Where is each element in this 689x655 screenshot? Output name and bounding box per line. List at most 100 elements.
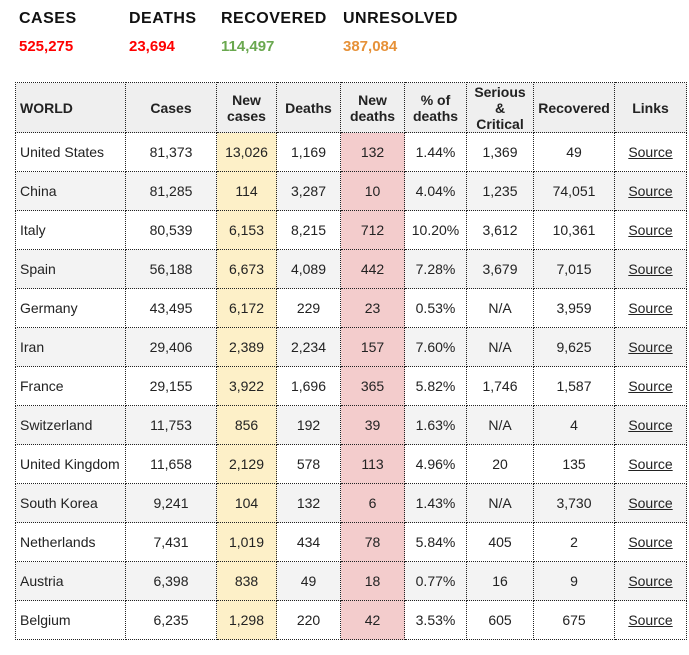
cell-deaths: 3,287: [276, 171, 341, 211]
cell-link: Source: [614, 249, 687, 289]
column-header: Serious & Critical: [466, 82, 534, 133]
table-row: Iran 29,406 2,389 2,234 157 7.60% N/A 9,625 Sour…: [15, 327, 687, 367]
cell-cases: 80,539: [125, 210, 217, 250]
column-header: Recovered: [533, 82, 615, 133]
cell-recovered: 4: [533, 405, 615, 445]
source-link[interactable]: Source: [628, 495, 673, 511]
cell-deaths: 434: [276, 522, 341, 562]
cell-link: Source: [614, 171, 687, 211]
cell-new-deaths: 42: [340, 600, 405, 640]
table-row: Germany 43,495 6,172 229 23 0.53% N/A 3,959 Sour…: [15, 288, 687, 328]
summary-stats: CASES 525,275 DEATHS 23,694 RECOVERED 11…: [19, 10, 473, 55]
cell-cases: 29,155: [125, 366, 217, 406]
stat-value: 525,275: [19, 38, 74, 55]
stat-cases: CASES 525,275: [19, 10, 129, 55]
cell-new-deaths: 78: [340, 522, 405, 562]
cell-serious-critical: 3,612: [466, 210, 534, 250]
source-link[interactable]: Source: [628, 144, 673, 160]
cell-country: Spain: [15, 249, 126, 289]
cell-deaths: 220: [276, 600, 341, 640]
source-link[interactable]: Source: [628, 456, 673, 472]
cell-new-cases: 6,673: [216, 249, 277, 289]
cell-link: Source: [614, 210, 687, 250]
cell-link: Source: [614, 522, 687, 562]
cell-deaths: 1,696: [276, 366, 341, 406]
cell-death-rate: 1.44%: [404, 132, 467, 172]
stat-label: RECOVERED: [221, 10, 327, 27]
cell-country: Iran: [15, 327, 126, 367]
cell-serious-critical: N/A: [466, 327, 534, 367]
cell-deaths: 8,215: [276, 210, 341, 250]
stat-label: CASES: [19, 10, 77, 27]
source-link[interactable]: Source: [628, 261, 673, 277]
cell-new-cases: 114: [216, 171, 277, 211]
cell-country: Italy: [15, 210, 126, 250]
cell-death-rate: 3.53%: [404, 600, 467, 640]
table-row: Spain 56,188 6,673 4,089 442 7.28% 3,679 7,015 S…: [15, 249, 687, 289]
table-row: Austria 6,398 838 49 18 0.77% 16 9 Source: [15, 561, 687, 601]
source-link[interactable]: Source: [628, 222, 673, 238]
cell-new-cases: 856: [216, 405, 277, 445]
cell-new-deaths: 6: [340, 483, 405, 523]
cell-serious-critical: 1,235: [466, 171, 534, 211]
cell-new-deaths: 113: [340, 444, 405, 484]
source-link[interactable]: Source: [628, 339, 673, 355]
cell-deaths: 132: [276, 483, 341, 523]
table-row: South Korea 9,241 104 132 6 1.43% N/A 3,730 Sour…: [15, 483, 687, 523]
cell-link: Source: [614, 561, 687, 601]
table-row: Switzerland 11,753 856 192 39 1.63% N/A 4 Source: [15, 405, 687, 445]
cell-cases: 6,398: [125, 561, 217, 601]
column-header: WORLD: [15, 82, 126, 133]
cell-new-cases: 6,172: [216, 288, 277, 328]
cell-new-cases: 1,019: [216, 522, 277, 562]
source-link[interactable]: Source: [628, 300, 673, 316]
source-link[interactable]: Source: [628, 183, 673, 199]
cell-country: Netherlands: [15, 522, 126, 562]
cell-death-rate: 4.04%: [404, 171, 467, 211]
cell-new-deaths: 442: [340, 249, 405, 289]
cell-link: Source: [614, 444, 687, 484]
cell-new-deaths: 157: [340, 327, 405, 367]
stat-unresolved: UNRESOLVED 387,084: [343, 10, 473, 55]
cell-new-deaths: 712: [340, 210, 405, 250]
cell-country: China: [15, 171, 126, 211]
table-row: United States 81,373 13,026 1,169 132 1.44% 1,…: [15, 132, 687, 172]
cell-new-deaths: 18: [340, 561, 405, 601]
cell-cases: 29,406: [125, 327, 217, 367]
cell-death-rate: 5.84%: [404, 522, 467, 562]
cell-link: Source: [614, 483, 687, 523]
cell-new-deaths: 132: [340, 132, 405, 172]
cell-new-cases: 13,026: [216, 132, 277, 172]
source-link[interactable]: Source: [628, 417, 673, 433]
source-link[interactable]: Source: [628, 612, 673, 628]
cell-serious-critical: 20: [466, 444, 534, 484]
table-row: United Kingdom 11,658 2,129 578 113 4.96% 20 13…: [15, 444, 687, 484]
cell-link: Source: [614, 405, 687, 445]
cell-death-rate: 0.77%: [404, 561, 467, 601]
cell-country: United States: [15, 132, 126, 172]
cell-death-rate: 5.82%: [404, 366, 467, 406]
cell-country: Switzerland: [15, 405, 126, 445]
column-header: Cases: [125, 82, 217, 133]
cell-death-rate: 1.43%: [404, 483, 467, 523]
cell-cases: 6,235: [125, 600, 217, 640]
stat-deaths: DEATHS 23,694: [129, 10, 221, 55]
cell-recovered: 675: [533, 600, 615, 640]
stat-label: UNRESOLVED: [343, 10, 458, 27]
cell-link: Source: [614, 327, 687, 367]
cell-country: Belgium: [15, 600, 126, 640]
cell-new-cases: 104: [216, 483, 277, 523]
source-link[interactable]: Source: [628, 378, 673, 394]
source-link[interactable]: Source: [628, 534, 673, 550]
cell-new-deaths: 23: [340, 288, 405, 328]
cell-country: Germany: [15, 288, 126, 328]
source-link[interactable]: Source: [628, 573, 673, 589]
cell-recovered: 74,051: [533, 171, 615, 211]
cell-new-deaths: 365: [340, 366, 405, 406]
cell-new-cases: 2,129: [216, 444, 277, 484]
cell-country: France: [15, 366, 126, 406]
cell-new-deaths: 39: [340, 405, 405, 445]
cell-cases: 81,285: [125, 171, 217, 211]
cell-deaths: 4,089: [276, 249, 341, 289]
cell-serious-critical: N/A: [466, 288, 534, 328]
